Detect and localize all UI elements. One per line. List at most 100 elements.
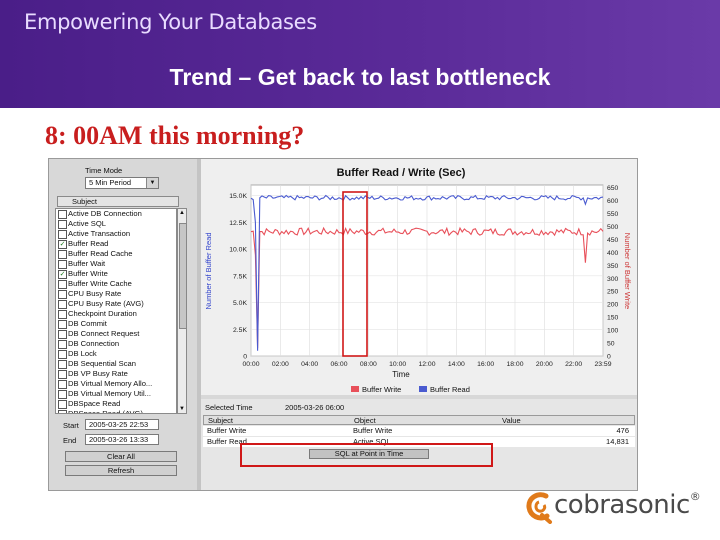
x-tick-label: 08:00 — [360, 361, 377, 368]
y-tick-label-left: 12.5K — [229, 220, 247, 227]
subject-label: Buffer Wait — [68, 259, 106, 268]
subject-checkbox[interactable] — [58, 360, 67, 369]
y-tick-label-right: 650 — [607, 185, 619, 192]
scroll-up-icon[interactable]: ▲ — [179, 210, 185, 216]
scroll-down-icon[interactable]: ▼ — [179, 406, 185, 412]
scroll-thumb[interactable] — [179, 223, 187, 329]
subject-column-header[interactable]: Subject — [57, 196, 179, 207]
y-tick-label-right: 400 — [607, 250, 619, 257]
start-date-field[interactable]: 2005-03-25 22:53 — [85, 419, 159, 430]
time-mode-label: Time Mode — [85, 166, 123, 175]
list-item[interactable]: CPU Busy Rate (AVG) — [56, 299, 176, 309]
subject-label: Buffer Write — [68, 269, 108, 278]
list-item[interactable]: DBSpace Read (AVG) — [56, 409, 176, 414]
x-tick-label: 04:00 — [301, 361, 318, 368]
buffer-chart: Buffer Read / Write (Sec) Time Number of… — [201, 159, 637, 395]
logo-wordmark: cobrasonic — [554, 490, 690, 520]
subject-checkbox[interactable]: ✓ — [58, 240, 67, 249]
subject-label: DB Commit — [68, 319, 107, 328]
subject-checkbox[interactable] — [58, 330, 67, 339]
list-item[interactable]: Buffer Read Cache — [56, 249, 176, 259]
list-item[interactable]: DB Connect Request — [56, 329, 176, 339]
y-tick-label-right: 200 — [607, 302, 619, 309]
row-object: Buffer Write — [353, 426, 393, 435]
list-item[interactable]: DB Lock — [56, 349, 176, 359]
table-row[interactable]: Buffer Write Buffer Write 476 — [203, 426, 635, 436]
y-tick-label-right: 300 — [607, 276, 619, 283]
end-date-field[interactable]: 2005-03-26 13:33 — [85, 434, 159, 445]
list-item[interactable]: DB Virtual Memory Util... — [56, 389, 176, 399]
x-tick-label: 14:00 — [448, 361, 465, 368]
subject-label: DBSpace Read (AVG) — [68, 409, 143, 414]
list-item[interactable]: DB Connection — [56, 339, 176, 349]
subject-checkbox[interactable] — [58, 390, 67, 399]
y-tick-label-right: 100 — [607, 328, 619, 335]
subject-checkbox[interactable] — [58, 300, 67, 309]
list-item[interactable]: Active DB Connection — [56, 209, 176, 219]
clear-all-button[interactable]: Clear All — [65, 451, 177, 462]
subject-list[interactable]: Active DB Connection Active SQL Active Tra… — [55, 208, 177, 414]
subject-label: Checkpoint Duration — [68, 309, 137, 318]
subject-checkbox[interactable] — [58, 250, 67, 259]
col-subject[interactable]: Subject — [208, 416, 234, 425]
x-tick-label: 06:00 — [330, 361, 347, 368]
col-value[interactable]: Value — [502, 416, 521, 425]
list-item[interactable]: Checkpoint Duration — [56, 309, 176, 319]
row-subject: Buffer Read — [207, 437, 247, 446]
subject-checkbox[interactable] — [58, 280, 67, 289]
y-axis-label-right: Number of Buffer Write — [623, 233, 632, 309]
subject-checkbox[interactable] — [58, 220, 67, 229]
legend-swatch — [419, 386, 427, 392]
list-item[interactable]: DB Sequential Scan — [56, 359, 176, 369]
subject-checkbox[interactable] — [58, 310, 67, 319]
subject-label: DB Virtual Memory Util... — [68, 389, 151, 398]
logo-text: cobrasonic® — [554, 490, 701, 520]
list-item[interactable]: DB Virtual Memory Allo... — [56, 379, 176, 389]
y-tick-label-right: 0 — [607, 354, 611, 361]
list-item[interactable]: DB VP Busy Rate — [56, 369, 176, 379]
subject-checkbox[interactable] — [58, 290, 67, 299]
list-item[interactable]: CPU Busy Rate — [56, 289, 176, 299]
list-item[interactable]: Buffer Write Cache — [56, 279, 176, 289]
col-object[interactable]: Object — [354, 416, 376, 425]
subject-checkbox[interactable]: ✓ — [58, 270, 67, 279]
subject-checkbox[interactable] — [58, 410, 67, 413]
subject-label: DBSpace Read — [68, 399, 121, 408]
logo-icon — [526, 492, 552, 524]
list-item[interactable]: Buffer Wait — [56, 259, 176, 269]
sql-at-point-button[interactable]: SQL at Point in Time — [309, 449, 429, 459]
subject-scrollbar[interactable]: ▲ ▼ — [177, 208, 187, 414]
subject-checkbox[interactable] — [58, 340, 67, 349]
row-subject: Buffer Write — [207, 426, 247, 435]
chart-title: Buffer Read / Write (Sec) — [337, 167, 466, 179]
subject-checkbox[interactable] — [58, 400, 67, 409]
y-tick-label-right: 500 — [607, 224, 619, 231]
table-row[interactable]: Buffer Read Active SQL 14,831 — [203, 437, 635, 447]
banner-tagline: Empowering Your Databases — [24, 10, 317, 34]
time-mode-select[interactable]: 5 Min Period ▼ — [85, 177, 159, 189]
list-item[interactable]: DB Commit — [56, 319, 176, 329]
list-item[interactable]: ✓ Buffer Write — [56, 269, 176, 279]
chart-grid — [250, 184, 604, 357]
chevron-down-icon[interactable]: ▼ — [146, 178, 158, 188]
y-tick-label-right: 150 — [607, 315, 619, 322]
subject-checkbox[interactable] — [58, 370, 67, 379]
y-tick-label-left: 5.0K — [233, 300, 247, 307]
subject-checkbox[interactable] — [58, 320, 67, 329]
subject-checkbox[interactable] — [58, 210, 67, 219]
y-tick-label-right: 600 — [607, 198, 619, 205]
y-tick-label-right: 50 — [607, 341, 615, 348]
subject-checkbox[interactable] — [58, 380, 67, 389]
list-item[interactable]: DBSpace Read — [56, 399, 176, 409]
subject-label: Buffer Read Cache — [68, 249, 133, 258]
refresh-button[interactable]: Refresh — [65, 465, 177, 476]
x-tick-label: 00:00 — [242, 361, 259, 368]
list-item[interactable]: Active Transaction — [56, 229, 176, 239]
subject-checkbox[interactable] — [58, 260, 67, 269]
subject-checkbox[interactable] — [58, 230, 67, 239]
list-item[interactable]: Active SQL — [56, 219, 176, 229]
subject-label: DB Connection — [68, 339, 120, 348]
list-item[interactable]: ✓ Buffer Read — [56, 239, 176, 249]
subject-checkbox[interactable] — [58, 350, 67, 359]
panel-splitter[interactable] — [197, 159, 201, 490]
